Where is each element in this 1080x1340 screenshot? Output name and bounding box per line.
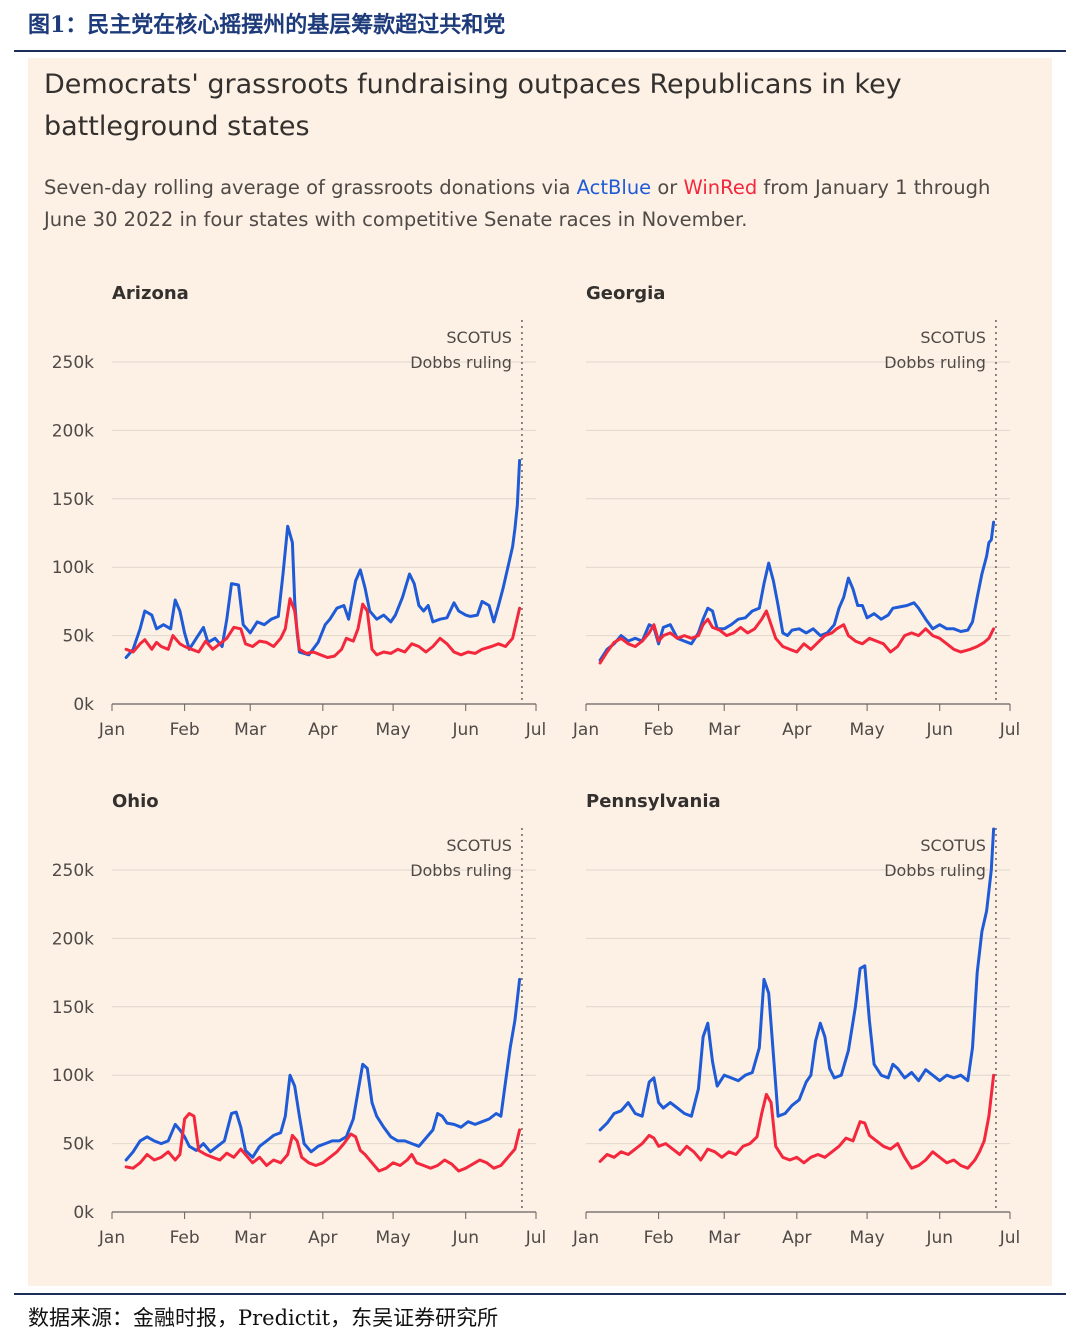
annotation-scotus: SCOTUS: [920, 328, 986, 347]
x-tick-label: Mar: [234, 720, 266, 740]
header-rule: [14, 50, 1066, 52]
series-winred-ohio: [124, 1112, 522, 1173]
y-tick-label: 100k: [52, 1066, 94, 1086]
annotation-dobbs: Dobbs ruling: [410, 353, 512, 372]
x-tick-label: Feb: [644, 1228, 674, 1248]
subtitle-text-1: Seven-day rolling average of grassroots …: [44, 176, 577, 199]
annotation-dobbs: Dobbs ruling: [884, 861, 986, 880]
x-tick-label: Jan: [98, 720, 125, 740]
y-tick-label: 150k: [52, 490, 94, 510]
figure-source: 数据来源：金融时报，Predictit，东吴证券研究所: [28, 1306, 499, 1330]
panel-georgia: Georgia Jan Feb Mar Apr May Jun Jul SCOTUS Dobbs …: [572, 283, 1020, 740]
series-winred-georgia: [598, 609, 996, 665]
chart-subtitle: Seven-day rolling average of grassroots …: [44, 172, 1034, 236]
x-tick-label: Mar: [708, 720, 740, 740]
subtitle-text-or: or: [651, 176, 684, 199]
x-tick-label: Jan: [98, 1228, 125, 1248]
series-actblue-pennsylvania: [598, 827, 996, 1132]
y-tick-label: 250k: [52, 861, 94, 881]
state-title-pennsylvania: Pennsylvania: [586, 791, 721, 812]
state-title-georgia: Georgia: [586, 283, 665, 304]
x-tick-label: Mar: [708, 1228, 740, 1248]
y-tick-label: 250k: [52, 353, 94, 373]
x-tick-label: Jul: [999, 720, 1021, 740]
x-tick-label: Feb: [170, 720, 200, 740]
x-tick-label: May: [850, 1228, 885, 1248]
x-tick-label: Apr: [308, 1228, 337, 1248]
series-winred-arizona: [124, 597, 522, 659]
y-tick-label: 100k: [52, 558, 94, 578]
subtitle-text-2: from January 1 through June 30 2022 in f…: [44, 176, 991, 231]
y-tick-label: 150k: [52, 998, 94, 1018]
series-winred-pennsylvania: [598, 1073, 996, 1170]
x-tick-label: May: [376, 1228, 411, 1248]
x-tick-label: Apr: [782, 720, 811, 740]
x-tick-label: Jun: [451, 1228, 479, 1248]
x-tick-label: Feb: [170, 1228, 200, 1248]
series-actblue-ohio: [124, 977, 522, 1162]
x-tick-label: Feb: [644, 720, 674, 740]
state-title-arizona: Arizona: [112, 283, 189, 304]
annotation-dobbs: Dobbs ruling: [410, 861, 512, 880]
x-tick-label: Jul: [525, 720, 547, 740]
annotation-scotus: SCOTUS: [920, 836, 986, 855]
state-title-ohio: Ohio: [112, 791, 159, 812]
figure-header: 图1：民主党在核心摇摆州的基层筹款超过共和党: [28, 12, 506, 38]
panel-arizona: Arizona 0k 50k 100k 150k 200k 250k Jan Feb Mar Apr…: [52, 283, 547, 740]
subtitle-actblue: ActBlue: [576, 176, 652, 199]
x-tick-label: Jul: [999, 1228, 1021, 1248]
x-tick-label: Jun: [925, 1228, 953, 1248]
x-tick-label: May: [850, 720, 885, 740]
annotation-scotus: SCOTUS: [446, 328, 512, 347]
panel-pennsylvania: Pennsylvania Jan Feb Mar Apr May Jun Jul SCOTUS D…: [572, 791, 1020, 1248]
y-tick-label: 200k: [52, 421, 94, 441]
series-actblue-georgia: [598, 520, 996, 662]
x-tick-label: Jun: [925, 720, 953, 740]
x-tick-label: Jan: [572, 1228, 599, 1248]
y-tick-label: 0k: [73, 1203, 94, 1223]
x-tick-label: May: [376, 720, 411, 740]
chart-panel: Democrats' grassroots fundraising outpac…: [28, 58, 1052, 1286]
y-tick-label: 0k: [73, 695, 94, 715]
footer-rule: [14, 1293, 1066, 1295]
x-tick-label: Mar: [234, 1228, 266, 1248]
x-tick-label: Apr: [782, 1228, 811, 1248]
series-actblue-arizona: [124, 459, 522, 659]
chart-title: Democrats' grassroots fundraising outpac…: [44, 69, 902, 142]
x-tick-label: Jun: [451, 720, 479, 740]
panel-ohio: Ohio 0k 50k 100k 150k 200k 250k Jan Feb Mar Apr May…: [52, 791, 547, 1248]
y-tick-label: 200k: [52, 929, 94, 949]
annotation-scotus: SCOTUS: [446, 836, 512, 855]
x-tick-label: Apr: [308, 720, 337, 740]
x-tick-label: Jan: [572, 720, 599, 740]
x-tick-label: Jul: [525, 1228, 547, 1248]
y-tick-label: 50k: [63, 627, 95, 647]
subtitle-winred: WinRed: [683, 176, 758, 199]
y-tick-label: 50k: [63, 1135, 95, 1155]
annotation-dobbs: Dobbs ruling: [884, 353, 986, 372]
